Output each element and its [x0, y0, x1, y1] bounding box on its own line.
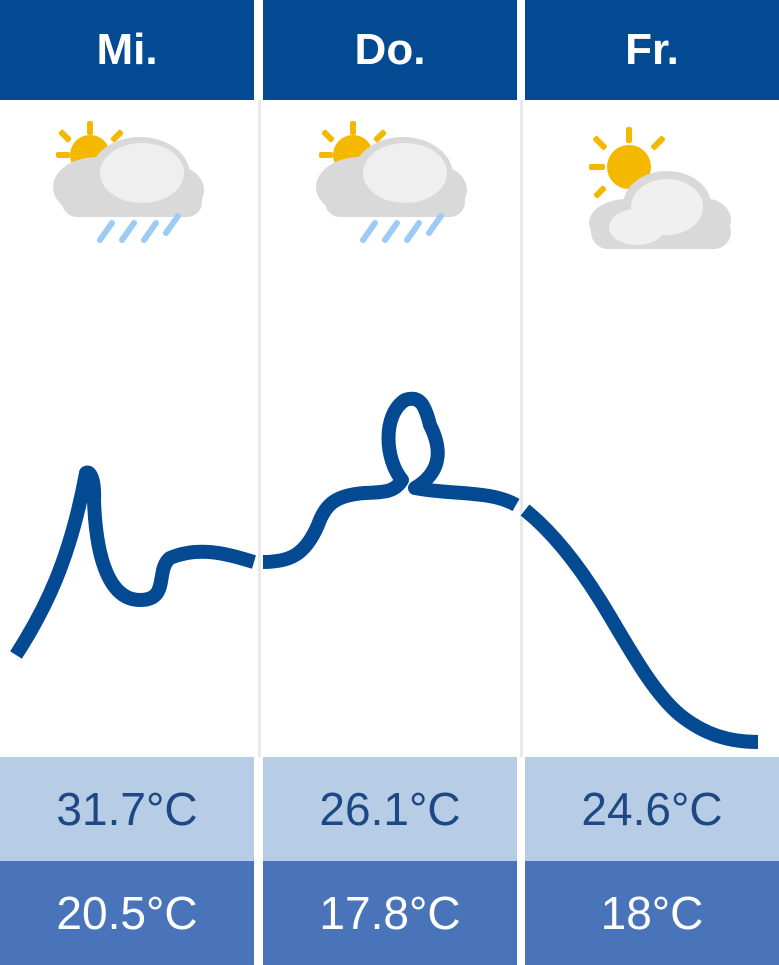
- day-label: Fr.: [525, 0, 779, 100]
- column-divider: [258, 100, 261, 757]
- max-temperature: 24.6°C: [525, 757, 779, 861]
- min-temperature: 17.8°C: [263, 861, 517, 965]
- max-temperature: 26.1°C: [263, 757, 517, 861]
- partly-cloudy-rain-icon: [0, 115, 254, 265]
- day-label: Do.: [263, 0, 517, 100]
- partly-cloudy-icon: [525, 115, 779, 265]
- min-temperature: 18°C: [525, 861, 779, 965]
- column-divider: [520, 100, 523, 757]
- day-column-wednesday: Mi.: [0, 0, 254, 965]
- day-column-friday: Fr. 24.6°C 18°C: [525, 0, 779, 965]
- day-column-thursday: Do.: [263, 0, 517, 965]
- day-label: Mi.: [0, 0, 254, 100]
- partly-cloudy-rain-icon: [263, 115, 517, 265]
- max-temperature: 31.7°C: [0, 757, 254, 861]
- min-temperature: 20.5°C: [0, 861, 254, 965]
